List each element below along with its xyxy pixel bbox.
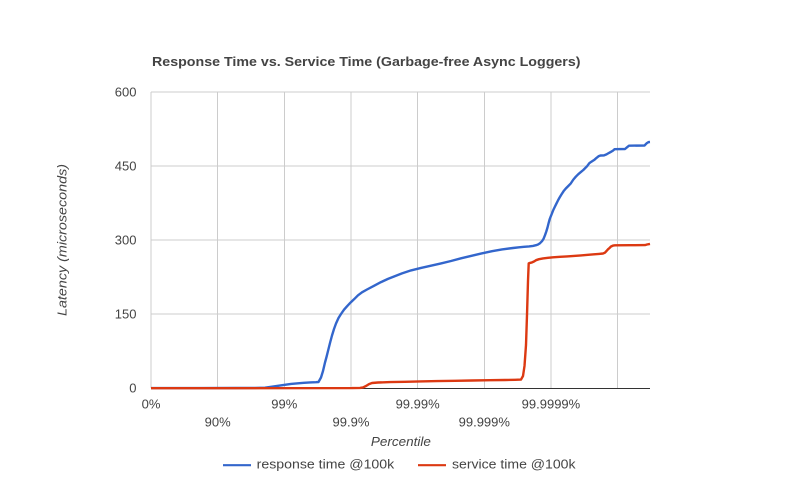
svg-text:90%: 90%: [205, 415, 231, 430]
svg-text:99.99%: 99.99%: [396, 397, 441, 412]
svg-text:0%: 0%: [142, 397, 161, 412]
svg-text:service time @100k: service time @100k: [452, 456, 576, 471]
svg-text:Response Time vs. Service Time: Response Time vs. Service Time (Garbage-…: [152, 54, 581, 69]
svg-text:99%: 99%: [271, 397, 297, 412]
svg-text:response time @100k: response time @100k: [257, 456, 395, 471]
svg-text:Percentile: Percentile: [371, 434, 431, 449]
svg-text:600: 600: [115, 84, 137, 99]
svg-text:99.9999%: 99.9999%: [522, 397, 581, 412]
svg-text:Latency (microseconds): Latency (microseconds): [55, 164, 70, 316]
svg-text:0: 0: [129, 380, 136, 395]
svg-text:150: 150: [115, 306, 137, 321]
svg-text:450: 450: [115, 158, 137, 173]
svg-text:99.9%: 99.9%: [333, 415, 370, 430]
svg-text:99.999%: 99.999%: [459, 415, 511, 430]
svg-text:300: 300: [115, 232, 137, 247]
